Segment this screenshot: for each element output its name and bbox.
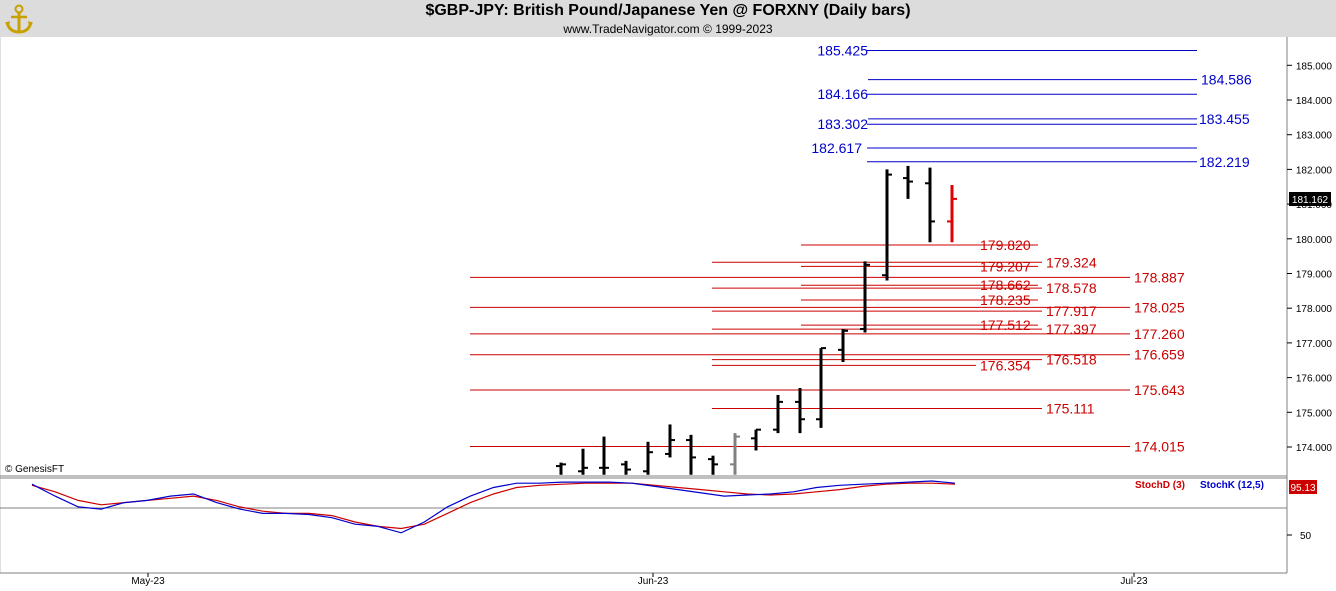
stochastic-layer: [31, 480, 956, 534]
price-bar: [860, 261, 870, 333]
stoch-value-box: 95.13: [1289, 480, 1317, 494]
price-bar: [599, 436, 609, 475]
chart-subtitle: www.TradeNavigator.com © 1999-2023: [563, 22, 773, 36]
levels-layer: 185.425 184.586 184.166 183.455 183.302 182.6…: [470, 43, 1252, 454]
price-y-axis: 174.000 175.000 176.000 177.000 178.000 179.0…: [1287, 61, 1332, 454]
x-tick-label: Jun-23: [638, 576, 669, 587]
level-label: 176.354: [980, 357, 1031, 373]
price-bar: [795, 388, 805, 434]
price-tick-label: 179.000: [1296, 270, 1333, 281]
chart-frame: [0, 37, 1288, 574]
price-bar: [686, 434, 696, 475]
price-tick-label: 175.000: [1296, 408, 1333, 419]
level-label: 182.617: [811, 140, 862, 156]
price-tick-label: 180.000: [1296, 235, 1333, 246]
level-label: 179.207: [980, 258, 1031, 274]
price-bars-layer: [556, 165, 957, 475]
level-label: 175.643: [1134, 382, 1185, 398]
price-tick-label: 178.000: [1296, 304, 1333, 315]
stoch-y-axis: 50: [1287, 531, 1312, 542]
chart-title: $GBP-JPY: British Pound/Japanese Yen @ F…: [425, 2, 911, 19]
price-tick-label: 177.000: [1296, 339, 1333, 350]
level-label: 179.820: [980, 237, 1031, 253]
price-bar: [730, 433, 740, 475]
stochD-legend: StochD (3): [1135, 480, 1185, 491]
anchor-logo-icon: [5, 4, 33, 34]
x-axis: May-23 Jun-23 Jul-23: [131, 573, 1148, 587]
copyright-label: © GenesisFT: [5, 464, 64, 475]
level-label: 183.455: [1199, 111, 1250, 127]
chart-header: $GBP-JPY: British Pound/Japanese Yen @ F…: [0, 0, 1336, 37]
price-tick-label: 183.000: [1296, 131, 1333, 142]
price-tick-label: 185.000: [1296, 61, 1333, 72]
price-bar: [621, 460, 631, 475]
price-bar: [816, 347, 826, 428]
level-label: 177.917: [1046, 303, 1097, 319]
level-label: 178.578: [1046, 280, 1097, 296]
stoch-value-label: 95.13: [1290, 483, 1315, 494]
level-label: 178.887: [1134, 269, 1185, 285]
last-price-box: 181.162: [1289, 192, 1331, 206]
level-label: 176.518: [1046, 352, 1097, 368]
price-bar: [925, 167, 935, 243]
level-label: 175.111: [1046, 400, 1095, 416]
price-bar: [643, 441, 653, 475]
price-bar: [773, 394, 783, 434]
price-bar: [556, 462, 566, 475]
price-tick-label: 174.000: [1296, 443, 1333, 454]
level-label: 177.397: [1046, 321, 1097, 337]
stochK-legend: StochK (12,5): [1200, 480, 1264, 491]
price-tick-label: 176.000: [1296, 374, 1333, 385]
level-label: 179.324: [1046, 254, 1097, 270]
price-bar: [665, 424, 675, 458]
price-tick-label: 182.000: [1296, 165, 1333, 176]
level-label: 178.235: [980, 292, 1031, 308]
level-label: 182.219: [1199, 154, 1250, 170]
last-price-label: 181.162: [1292, 195, 1329, 206]
stochK-line: [31, 480, 956, 534]
price-bar: [882, 169, 892, 281]
level-label: 183.302: [817, 116, 868, 132]
level-label: 178.662: [980, 277, 1031, 293]
x-tick-label: Jul-23: [1120, 576, 1148, 587]
level-label: 185.425: [817, 43, 868, 59]
level-label: 177.512: [980, 317, 1031, 333]
price-bar: [578, 448, 588, 475]
price-bar: [838, 329, 848, 362]
level-label: 174.015: [1134, 438, 1185, 454]
level-label: 177.260: [1134, 326, 1185, 342]
price-bar: [751, 428, 761, 451]
price-bar: [903, 165, 913, 199]
level-label: 178.025: [1134, 299, 1185, 315]
level-label: 184.586: [1201, 72, 1252, 88]
price-tick-label: 184.000: [1296, 96, 1333, 107]
price-bar: [947, 185, 957, 243]
level-label: 184.166: [817, 86, 868, 102]
price-bar: [708, 455, 718, 475]
stochD-line: [31, 482, 956, 530]
stoch-tick-label: 50: [1300, 531, 1312, 542]
x-tick-label: May-23: [131, 576, 165, 587]
level-label: 176.659: [1134, 347, 1185, 363]
